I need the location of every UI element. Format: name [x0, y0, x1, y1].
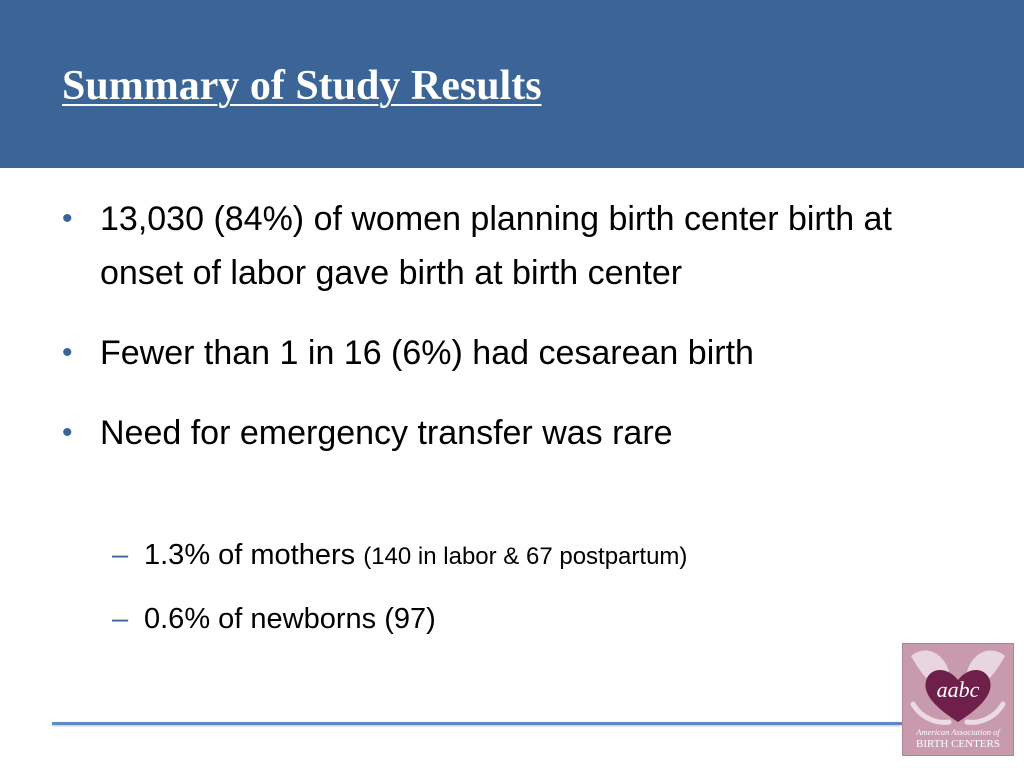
bullet-marker: • [62, 416, 73, 449]
sub-bullet-text: 1.3% of mothers [144, 539, 356, 571]
logo-mark: aabc [936, 677, 980, 702]
aabc-logo: aabc American Association of BIRTH CENTE… [902, 643, 1014, 756]
sub-bullet-item: – 0.6% of newborns (97) [112, 596, 992, 642]
sub-bullet-list: – 1.3% of mothers (140 in labor & 67 pos… [112, 532, 992, 658]
dash-marker: – [112, 603, 129, 635]
sub-bullet-item: – 1.3% of mothers (140 in labor & 67 pos… [112, 532, 992, 580]
title-banner: Summary of Study Results [0, 0, 1024, 168]
slide-title: Summary of Study Results [62, 63, 542, 109]
sub-bullet-detail: (140 in labor & 67 postpartum) [363, 543, 688, 570]
bullet-item: • Need for emergency transfer was rare [62, 406, 962, 460]
bullet-marker: • [62, 336, 73, 369]
hands-heart-icon [910, 650, 1006, 725]
bullet-item: • Fewer than 1 in 16 (6%) had cesarean b… [62, 326, 962, 380]
sub-bullet-text: 0.6% of newborns (97) [144, 603, 436, 635]
logo-org-name: BIRTH CENTERS [916, 738, 1000, 750]
footer-divider [52, 722, 902, 725]
logo-org-line: American Association of [916, 727, 1000, 737]
bullet-text: Fewer than 1 in 16 (6%) had cesarean bir… [100, 334, 754, 372]
bullet-item: • 13,030 (84%) of women planning birth c… [62, 192, 962, 300]
bullet-list: • 13,030 (84%) of women planning birth c… [62, 192, 962, 466]
bullet-text: Need for emergency transfer was rare [100, 414, 673, 452]
dash-marker: – [112, 539, 129, 571]
bullet-marker: • [62, 202, 73, 235]
bullet-text: 13,030 (84%) of women planning birth cen… [100, 200, 892, 292]
